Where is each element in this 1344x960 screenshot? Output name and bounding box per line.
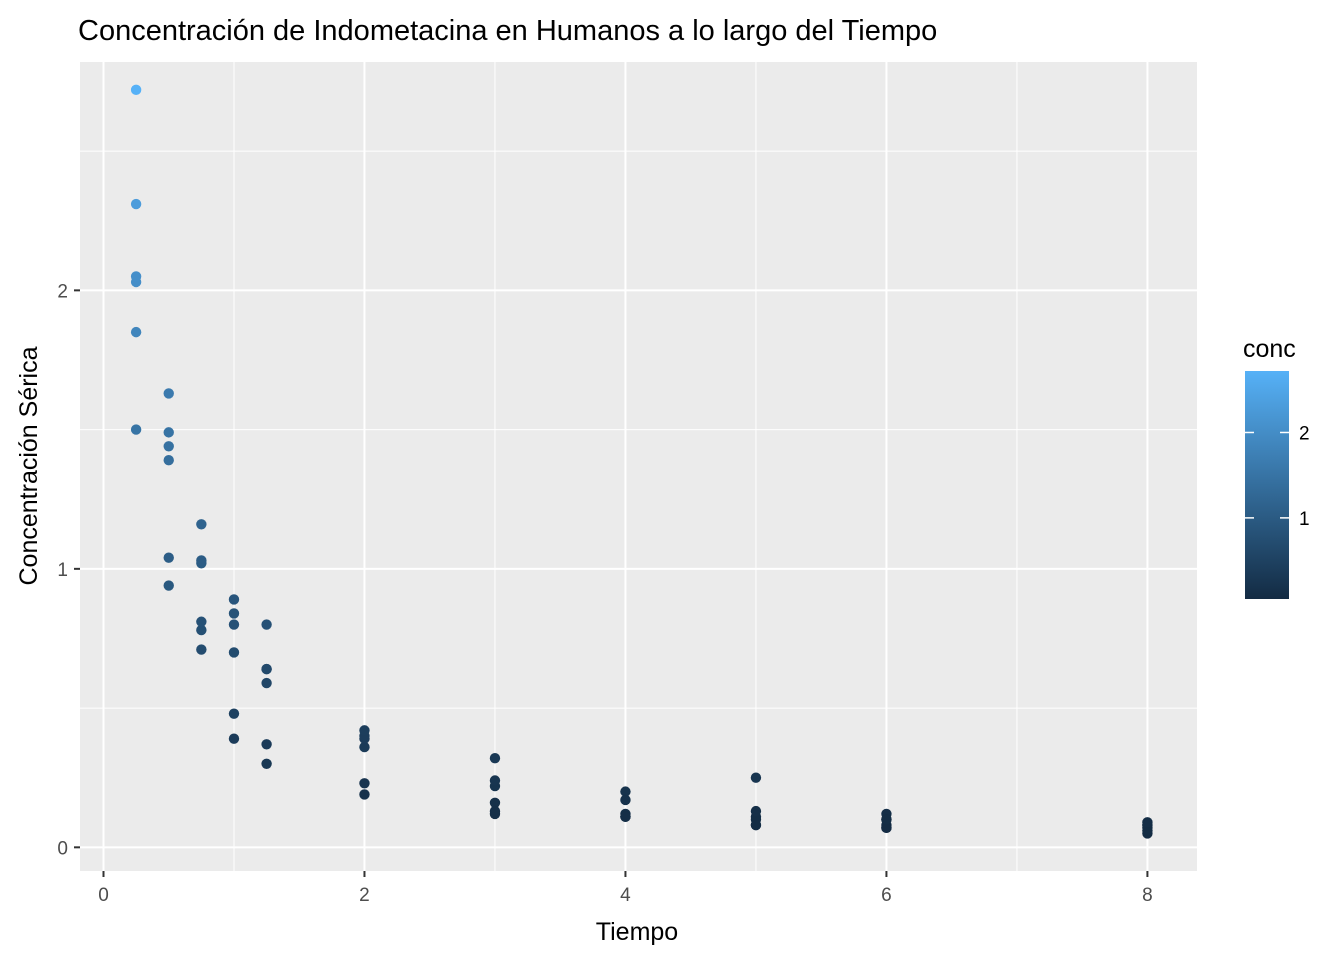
- chart-title: Concentración de Indometacina en Humanos…: [78, 15, 937, 47]
- data-point: [196, 624, 207, 636]
- data-point: [261, 739, 272, 750]
- y-tick-label: 2: [57, 281, 68, 302]
- y-tick-label: 0: [57, 838, 68, 859]
- data-point: [359, 778, 370, 789]
- data-point: [130, 198, 142, 210]
- data-point: [228, 708, 240, 719]
- data-point: [489, 775, 501, 786]
- data-point: [489, 753, 501, 764]
- legend-tick-label: 1: [1299, 509, 1310, 530]
- y-axis-title: Concentración Sérica: [15, 346, 43, 585]
- data-point: [228, 647, 240, 658]
- plot-panel: [80, 62, 1197, 871]
- x-axis: 0 2 4 6 8: [98, 871, 1153, 906]
- data-point: [359, 789, 370, 800]
- data-point: [196, 519, 207, 530]
- data-point: [620, 794, 631, 806]
- x-tick-label: 6: [881, 885, 892, 906]
- data-point: [359, 741, 370, 753]
- data-point: [130, 326, 142, 338]
- data-point: [130, 424, 142, 435]
- data-point: [620, 786, 631, 797]
- data-point: [489, 797, 501, 808]
- data-point: [261, 677, 272, 689]
- x-tick-label: 2: [359, 885, 370, 906]
- data-points: [130, 84, 1153, 839]
- data-point: [261, 619, 272, 630]
- data-point: [881, 814, 892, 825]
- data-point: [130, 84, 142, 96]
- data-point: [130, 271, 142, 282]
- color-legend: conc 12: [1243, 335, 1310, 599]
- y-tick-label: 1: [57, 560, 68, 581]
- data-point: [750, 772, 762, 783]
- legend-tick-label: 2: [1299, 423, 1310, 444]
- data-point: [489, 805, 501, 817]
- data-point: [359, 725, 370, 736]
- data-point: [881, 822, 892, 834]
- data-point: [620, 811, 631, 822]
- data-point: [163, 552, 174, 563]
- x-axis-title: Tiempo: [596, 918, 678, 946]
- data-point: [163, 455, 174, 466]
- data-point: [163, 441, 174, 452]
- data-point: [1142, 817, 1153, 828]
- data-point: [228, 733, 240, 744]
- data-point: [228, 594, 240, 605]
- data-point: [196, 555, 207, 566]
- data-point: [228, 619, 240, 630]
- data-point: [163, 388, 174, 399]
- minor-gridlines: [80, 62, 1197, 871]
- data-point: [261, 758, 272, 769]
- x-tick-label: 0: [98, 885, 109, 906]
- legend-ticks: 12: [1245, 423, 1310, 530]
- data-point: [750, 805, 762, 817]
- y-axis: 0 1 2: [57, 281, 80, 859]
- data-point: [1142, 825, 1153, 836]
- data-point: [163, 427, 174, 438]
- data-point: [196, 616, 207, 627]
- major-gridlines: [80, 62, 1197, 871]
- data-point: [163, 580, 174, 591]
- data-point: [228, 608, 240, 619]
- legend-colorbar: [1245, 371, 1289, 599]
- data-point: [196, 644, 207, 655]
- data-point: [750, 819, 762, 831]
- legend-title: conc: [1243, 335, 1296, 363]
- x-tick-label: 4: [620, 885, 631, 906]
- data-point: [261, 663, 272, 675]
- x-tick-label: 8: [1142, 885, 1153, 906]
